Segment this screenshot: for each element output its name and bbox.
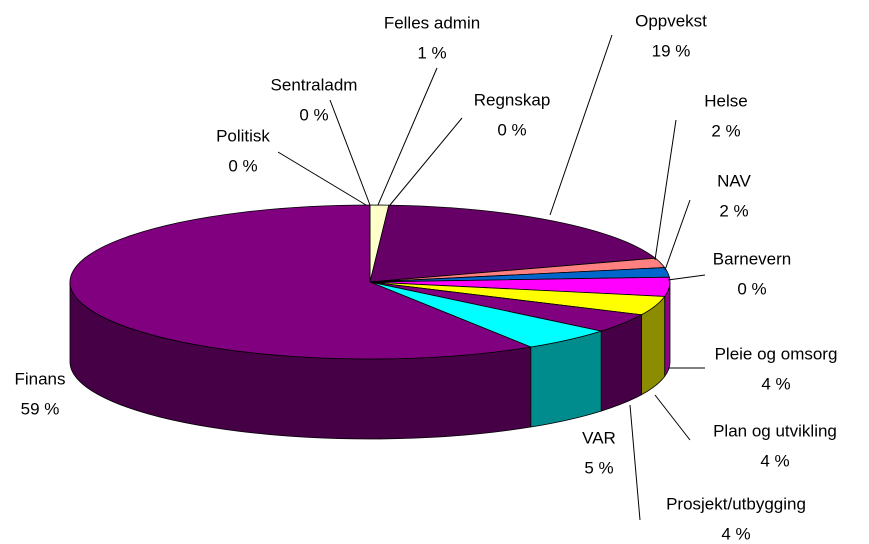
leader-line [329,99,371,206]
slice-label: Helse [704,91,747,110]
slice-value-label: 4 % [761,374,790,393]
slice-label: VAR [582,428,616,447]
slice [369,204,657,283]
slice-value-label: 0 % [497,120,526,139]
leader-line [654,394,691,441]
slice-label: Oppvekst [635,11,707,30]
slice-label: Pleie og omsorg [715,344,838,363]
slice-value-label: 0 % [228,156,257,175]
slice-label: Sentraladm [271,75,358,94]
slice-side [664,281,671,378]
slice-label: Plan og utvikling [713,421,837,440]
leader-line [277,151,367,206]
slice-value-label: 5 % [584,458,613,477]
slice-label: Barnevern [713,249,791,268]
slice-value-label: 2 % [711,121,740,140]
leader-line [629,404,641,521]
slice-value-label: 1 % [417,43,446,62]
slice-label: Prosjekt/utbygging [666,494,806,513]
slice-value-label: 4 % [721,524,750,543]
leader-line [549,34,613,216]
slice-label: Regnskap [474,90,551,109]
slice-label: Politisk [216,126,270,145]
slice-label: Finans [14,369,65,388]
slice-value-label: 0 % [737,279,766,298]
leader-line [654,119,677,261]
leader-line [377,67,438,206]
leader-line [389,117,463,206]
slice-label: Felles admin [384,13,480,32]
slice-value-label: 19 % [652,41,691,60]
slice-value-label: 2 % [719,201,748,220]
leader-line [664,199,691,271]
slice-value-label: 59 % [21,399,60,418]
leader-line [667,274,706,281]
slice-value-label: 4 % [760,451,789,470]
slice-value-label: 0 % [299,105,328,124]
slice-label: NAV [717,171,751,190]
slice [69,204,533,360]
